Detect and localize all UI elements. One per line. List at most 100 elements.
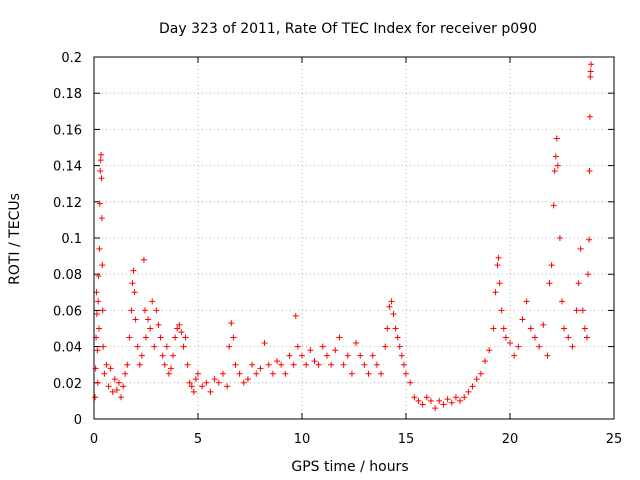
data-point (553, 135, 560, 142)
data-point (98, 215, 105, 222)
data-point (457, 397, 464, 404)
data-point (176, 321, 183, 328)
data-point (432, 405, 439, 412)
data-points (92, 61, 595, 412)
data-point (96, 200, 103, 207)
data-point (569, 343, 576, 350)
data-point (136, 361, 143, 368)
data-point (124, 361, 131, 368)
data-point (100, 343, 107, 350)
data-point (165, 370, 172, 377)
data-point (552, 153, 559, 160)
data-point (403, 370, 409, 377)
data-point (550, 202, 557, 209)
data-point (581, 325, 588, 332)
data-point (130, 267, 137, 274)
data-point (365, 370, 372, 377)
data-point (586, 236, 593, 243)
data-point (224, 383, 231, 390)
data-point (390, 311, 397, 318)
x-tick-label: 10 (294, 432, 311, 447)
y-axis-label: ROTI / TECUs (7, 193, 23, 285)
data-point (486, 347, 493, 354)
grid-lines (94, 57, 614, 419)
data-point (448, 399, 455, 406)
data-point (99, 307, 106, 314)
data-point (195, 370, 201, 377)
data-point (473, 376, 480, 383)
data-point (228, 320, 235, 327)
data-point (103, 361, 110, 368)
data-point (384, 325, 391, 332)
data-point (92, 394, 99, 401)
data-point (461, 394, 468, 401)
plot-frame (93, 56, 615, 420)
data-point (427, 397, 434, 404)
data-point (261, 339, 268, 346)
data-point (96, 245, 103, 252)
data-point (167, 365, 174, 372)
data-point (328, 361, 335, 368)
data-point (482, 358, 489, 365)
data-point (265, 361, 272, 368)
data-point (531, 334, 538, 341)
data-point (307, 347, 314, 354)
data-point (299, 352, 305, 359)
data-point (232, 361, 239, 368)
data-point (199, 383, 206, 390)
data-point (411, 394, 418, 401)
data-point (573, 307, 580, 314)
data-point (94, 347, 101, 354)
data-point (180, 343, 187, 350)
data-point (182, 334, 189, 341)
data-point (269, 370, 276, 377)
data-point (444, 396, 451, 403)
data-point (357, 352, 364, 359)
y-tick-label: 0.16 (53, 123, 82, 138)
data-point (211, 376, 218, 383)
data-point (153, 307, 160, 314)
data-point (244, 376, 251, 383)
data-point (93, 311, 100, 318)
data-point (219, 370, 226, 377)
data-point (540, 321, 547, 328)
x-tick-label: 15 (398, 432, 415, 447)
y-tick-label: 0.02 (53, 377, 82, 392)
y-tick-label: 0.2 (61, 51, 82, 66)
data-point (132, 316, 139, 323)
data-point (107, 365, 114, 372)
data-point (240, 379, 247, 386)
data-point (353, 339, 360, 346)
data-point (94, 379, 101, 386)
x-tick-label: 0 (90, 432, 98, 447)
data-point (178, 329, 185, 336)
data-point (577, 245, 584, 252)
data-point (392, 325, 399, 332)
data-point (586, 168, 593, 175)
data-point (565, 334, 572, 341)
data-point (188, 383, 195, 390)
data-point (303, 361, 310, 368)
data-point (292, 312, 299, 319)
data-point (128, 307, 135, 314)
data-point (494, 262, 501, 269)
chart-title: Day 323 of 2011, Rate Of TEC Index for r… (159, 21, 537, 37)
data-point (323, 352, 330, 359)
data-point (386, 303, 393, 310)
data-point (495, 254, 502, 261)
data-point (490, 325, 497, 332)
data-point (207, 388, 214, 395)
data-point (151, 343, 158, 350)
data-point (344, 352, 351, 359)
data-point (161, 361, 168, 368)
data-point (278, 361, 285, 368)
data-point (282, 370, 289, 377)
data-point (440, 401, 447, 408)
data-point (583, 334, 590, 341)
data-point (138, 352, 145, 359)
data-point (98, 175, 105, 182)
data-point (143, 334, 149, 341)
y-tick-label: 0.1 (61, 232, 82, 247)
data-point (398, 352, 405, 359)
data-point (492, 289, 499, 296)
